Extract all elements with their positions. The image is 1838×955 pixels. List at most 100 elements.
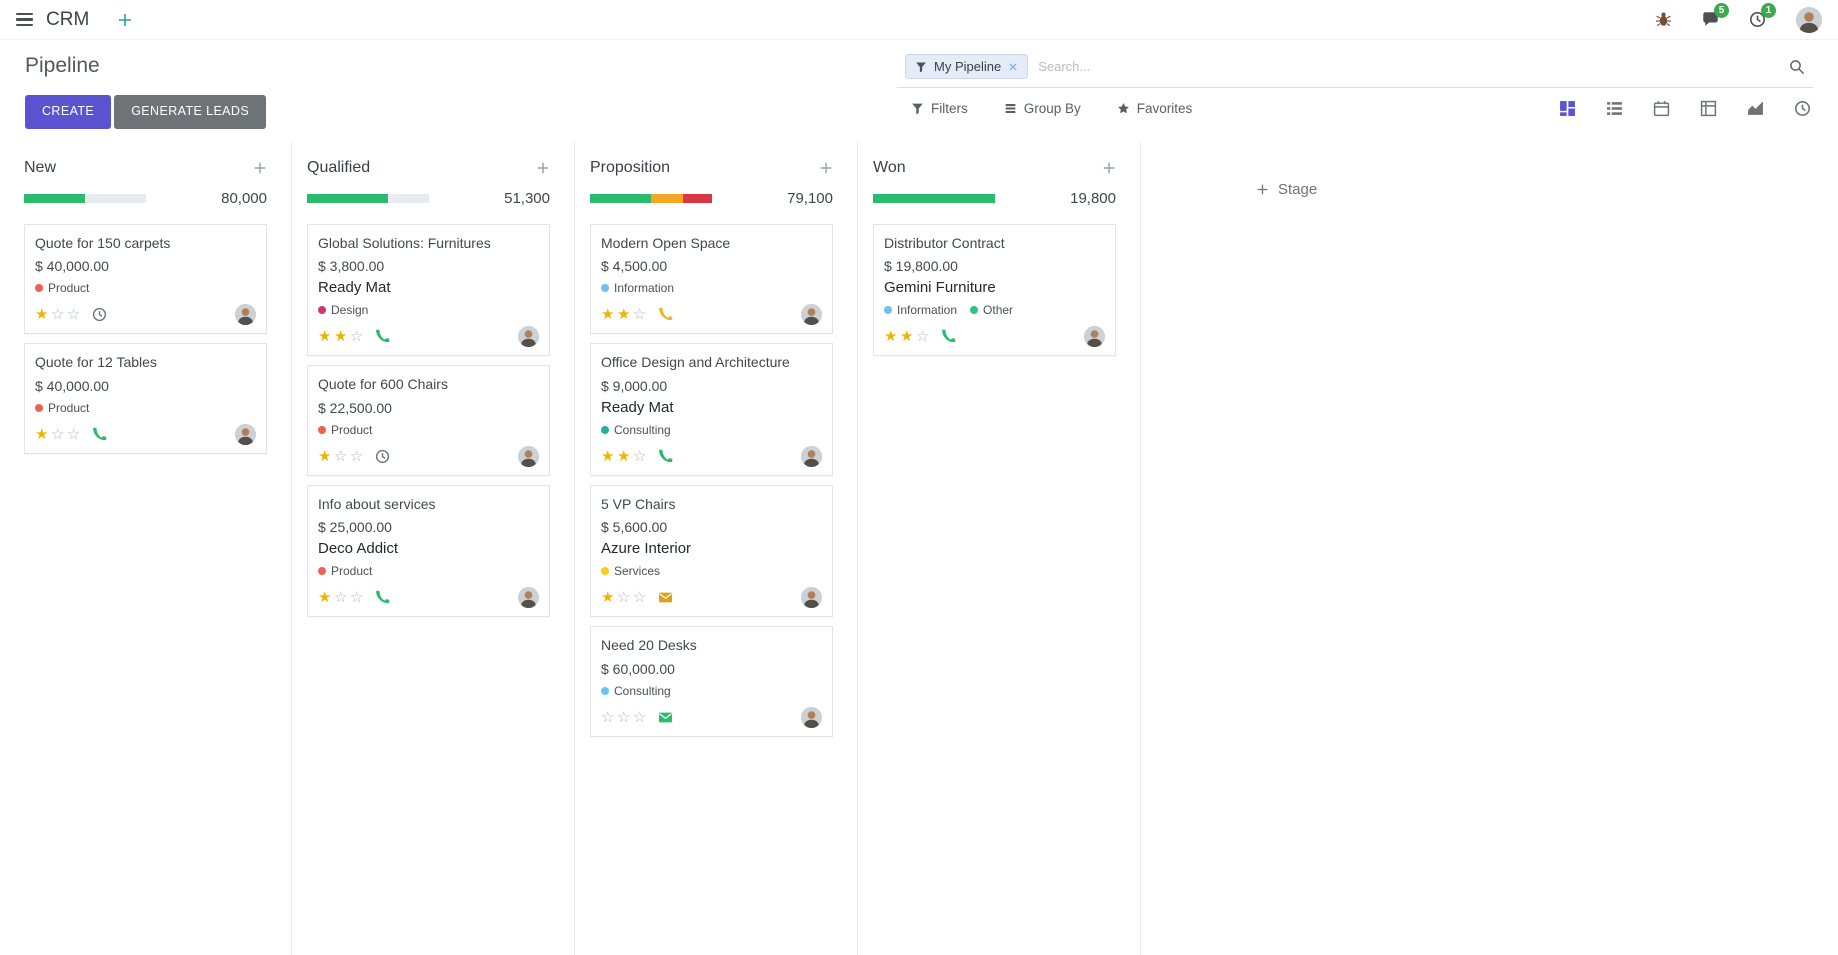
column-progressbar[interactable]: [307, 193, 429, 203]
pivot-view-button[interactable]: [1700, 100, 1717, 117]
card-title: Quote for 150 carpets: [35, 234, 171, 251]
kanban-view-button[interactable]: [1559, 100, 1576, 117]
kanban-card[interactable]: Office Design and Architecture $ 9,000.0…: [590, 343, 833, 476]
kanban-card[interactable]: Quote for 12 Tables $ 40,000.00 Product …: [24, 343, 267, 454]
kanban-card[interactable]: Global Solutions: Furnitures $ 3,800.00 …: [307, 223, 550, 357]
filters-menu[interactable]: Filters: [911, 101, 968, 116]
card-tags: Product: [35, 281, 256, 295]
apps-menu-icon[interactable]: [16, 12, 33, 27]
generate-leads-button[interactable]: GENERATE LEADS: [114, 95, 267, 129]
graph-view-button[interactable]: [1747, 100, 1764, 117]
priority-stars[interactable]: ★ ☆☆: [35, 305, 83, 324]
plus-icon: [117, 12, 133, 28]
activity-clock-icon: [1794, 100, 1811, 117]
activity-clock-icon[interactable]: [92, 307, 107, 322]
cards-list: Modern Open Space $ 4,500.00 Information…: [590, 223, 833, 737]
salesperson-avatar[interactable]: [518, 587, 539, 609]
activity-phone-icon[interactable]: [658, 307, 673, 322]
control-panel: Pipeline CREATE GENERATE LEADS My Pipeli…: [0, 40, 1838, 141]
salesperson-avatar[interactable]: [518, 445, 539, 467]
salesperson-avatar[interactable]: [801, 706, 822, 728]
column-add-button[interactable]: [253, 161, 267, 175]
card-amount: $ 40,000.00: [35, 377, 109, 394]
kanban-card[interactable]: Modern Open Space $ 4,500.00 Information…: [590, 223, 833, 335]
group-by-menu[interactable]: Group By: [1004, 101, 1081, 116]
activity-phone-icon[interactable]: [375, 590, 390, 605]
priority-stars[interactable]: ★★ ☆: [601, 305, 649, 324]
activities-button[interactable]: 1: [1749, 3, 1776, 28]
card-tags: Consulting: [601, 423, 822, 437]
tag-label: Product: [48, 281, 90, 296]
progress-segment[interactable]: [651, 193, 683, 203]
activity-phone-icon[interactable]: [658, 449, 673, 464]
card-amount: $ 22,500.00: [318, 399, 392, 416]
kanban-card[interactable]: Need 20 Desks $ 60,000.00 Consulting ☆☆☆: [590, 626, 833, 737]
priority-stars[interactable]: ★★ ☆: [601, 446, 649, 465]
salesperson-avatar[interactable]: [518, 326, 539, 348]
column-progressbar[interactable]: [590, 193, 712, 203]
progress-segment[interactable]: [682, 193, 712, 203]
nav-add-button[interactable]: [117, 12, 133, 28]
activity-envelope-icon[interactable]: [658, 590, 673, 605]
tag: Other: [970, 303, 1013, 317]
kanban-card[interactable]: Quote for 600 Chairs $ 22,500.00 Product…: [307, 365, 550, 476]
activities-badge: 1: [1761, 3, 1776, 18]
add-stage-button[interactable]: Stage: [1256, 181, 1317, 198]
kanban-card[interactable]: Distributor Contract $ 19,800.00 Gemini …: [873, 223, 1116, 357]
progress-segment[interactable]: [24, 193, 85, 203]
user-menu-button[interactable]: [1796, 6, 1822, 33]
salesperson-avatar[interactable]: [801, 587, 822, 609]
salesperson-avatar[interactable]: [1084, 326, 1105, 348]
cards-list: Global Solutions: Furnitures $ 3,800.00 …: [307, 223, 550, 618]
search-input[interactable]: [1038, 59, 1779, 74]
activity-phone-icon[interactable]: [941, 329, 956, 344]
card-footer: ★★ ☆: [884, 326, 1105, 348]
priority-stars[interactable]: ★★ ☆: [884, 327, 932, 346]
activity-phone-icon[interactable]: [375, 329, 390, 344]
column-add-button[interactable]: [1102, 161, 1116, 175]
favorites-menu[interactable]: Favorites: [1117, 101, 1192, 116]
priority-stars[interactable]: ★ ☆☆: [35, 424, 83, 443]
salesperson-avatar[interactable]: [235, 304, 256, 326]
activity-envelope-icon[interactable]: [658, 710, 673, 725]
salesperson-avatar[interactable]: [801, 304, 822, 326]
calendar-view-button[interactable]: [1653, 100, 1670, 117]
tag-dot: [601, 686, 609, 695]
kanban-card[interactable]: Quote for 150 carpets $ 40,000.00 Produc…: [24, 223, 267, 335]
column-progressbar[interactable]: [24, 193, 146, 203]
control-panel-right: My Pipeline Filters Group By Favorites: [897, 52, 1813, 117]
messages-button[interactable]: 5: [1702, 3, 1729, 28]
create-button[interactable]: CREATE: [25, 95, 112, 129]
progress-segment[interactable]: [590, 193, 651, 203]
priority-stars[interactable]: ☆☆☆: [601, 707, 649, 726]
kanban-card[interactable]: 5 VP Chairs $ 5,600.00 Azure Interior Se…: [590, 484, 833, 618]
column-add-button[interactable]: [536, 161, 550, 175]
search-bar[interactable]: My Pipeline: [897, 52, 1813, 88]
app-name[interactable]: CRM: [46, 8, 90, 30]
kanban-column-won: Won 19,800 Distributor Contract $ 19,800…: [858, 140, 1141, 955]
column-title: Qualified: [307, 158, 371, 176]
kanban-card[interactable]: Info about services $ 25,000.00 Deco Add…: [307, 484, 550, 618]
debug-bug-icon[interactable]: [1655, 11, 1672, 28]
progress-segment[interactable]: [307, 193, 388, 203]
activity-view-button[interactable]: [1794, 100, 1811, 117]
priority-stars[interactable]: ★★ ☆: [318, 327, 366, 346]
column-progressbar[interactable]: [873, 193, 995, 203]
column-add-button[interactable]: [819, 161, 833, 175]
tag-label: Other: [983, 303, 1014, 318]
activity-clock-icon[interactable]: [375, 449, 390, 464]
salesperson-avatar[interactable]: [801, 445, 822, 467]
progress-segment[interactable]: [873, 193, 995, 203]
priority-stars[interactable]: ★ ☆☆: [601, 588, 649, 607]
list-view-button[interactable]: [1606, 100, 1623, 117]
priority-stars[interactable]: ★ ☆☆: [318, 446, 366, 465]
card-footer: ☆☆☆: [601, 706, 822, 728]
salesperson-avatar[interactable]: [235, 423, 256, 445]
remove-facet-icon[interactable]: [1008, 62, 1018, 72]
card-title: Info about services: [318, 495, 436, 512]
column-counter: 79,100: [787, 189, 833, 207]
priority-stars[interactable]: ★ ☆☆: [318, 588, 366, 607]
breadcrumb-title[interactable]: Pipeline: [25, 54, 100, 77]
search-facet[interactable]: My Pipeline: [905, 54, 1029, 79]
activity-phone-icon[interactable]: [92, 427, 107, 442]
